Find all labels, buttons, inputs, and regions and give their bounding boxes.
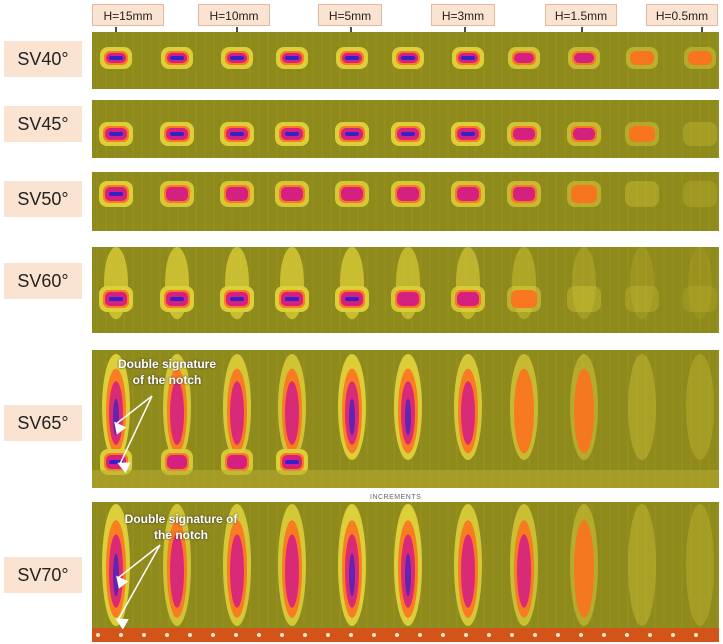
row-label-sv70: SV70°	[4, 557, 82, 593]
scan-panel-sv40	[92, 32, 719, 89]
row-label-sv65: SV65°	[4, 405, 82, 441]
annotation-sv65: Double signature of the notch	[117, 357, 216, 387]
row-label-sv50: SV50°	[4, 181, 82, 217]
scan-panel-sv60	[92, 247, 719, 333]
increments-caption: INCREMENTS	[370, 494, 422, 501]
scan-panel-sv50	[92, 172, 719, 231]
scan-panel-sv45	[92, 100, 719, 158]
row-label-sv45: SV45°	[4, 106, 82, 142]
h-label-5mm: H=5mm	[318, 4, 382, 26]
h-label-15mm: H=15mm	[92, 4, 164, 26]
h-label-3mm: H=3mm	[431, 4, 495, 26]
h-label-10mm: H=10mm	[198, 4, 270, 26]
scan-panel-sv70	[92, 502, 719, 642]
h-label-0-5mm: H=0.5mm	[646, 4, 718, 26]
row-label-sv60: SV60°	[4, 263, 82, 299]
row-label-sv40: SV40°	[4, 41, 82, 77]
scan-panel-sv65	[92, 350, 719, 488]
annotation-sv70: Double signature of the notch	[124, 512, 238, 542]
h-label-1-5mm: H=1.5mm	[545, 4, 617, 26]
